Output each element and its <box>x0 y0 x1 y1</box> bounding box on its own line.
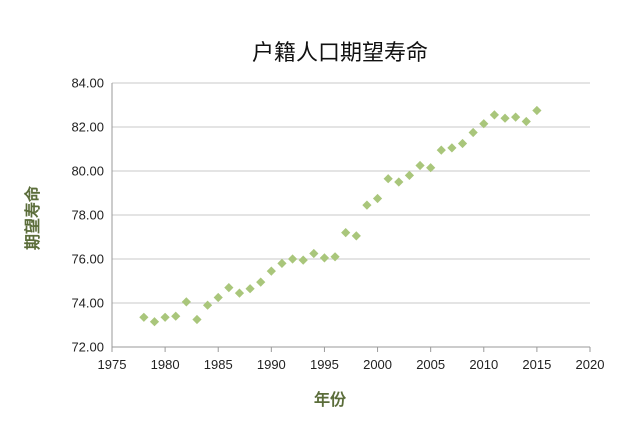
x-tick-label: 1990 <box>257 357 286 372</box>
data-point <box>203 300 213 310</box>
data-point <box>160 312 170 322</box>
gridlines <box>112 82 590 304</box>
data-point <box>171 311 181 321</box>
data-point <box>383 174 393 184</box>
data-point <box>457 138 468 149</box>
tick-labels: 72.00 74.00 76.00 78.00 80.00 82.00 84.00 1975 1… <box>71 76 604 373</box>
data-point <box>415 160 425 171</box>
data-point <box>298 255 308 265</box>
data-point <box>309 248 319 259</box>
data-point <box>287 254 298 264</box>
data-point <box>351 231 361 241</box>
x-tick-label: 1975 <box>98 357 127 372</box>
data-point <box>372 193 383 204</box>
x-tick-label: 2010 <box>469 357 498 372</box>
x-tick-label: 2015 <box>522 357 551 372</box>
data-point <box>362 200 372 210</box>
y-tick-label: 72.00 <box>71 340 104 355</box>
x-tick-label: 2000 <box>363 357 392 372</box>
y-tick-label: 80.00 <box>71 164 104 179</box>
data-point <box>245 284 255 294</box>
data-point <box>319 253 330 263</box>
data-point <box>341 228 351 238</box>
y-axis-label: 期望寿命 <box>23 185 42 250</box>
data-point <box>532 105 542 116</box>
x-tick-label: 2020 <box>576 357 605 372</box>
chart-title: 户籍人口期望寿命 <box>252 41 428 66</box>
data-point <box>266 266 276 276</box>
y-tick-label: 82.00 <box>71 120 104 135</box>
data-point <box>330 252 340 262</box>
data-point <box>521 116 531 127</box>
data-point <box>468 127 478 138</box>
data-point <box>213 292 223 303</box>
data-point <box>489 110 499 120</box>
data-point <box>256 277 266 287</box>
x-axis-label: 年份 <box>314 390 347 409</box>
data-point <box>149 317 160 327</box>
data-point <box>404 170 415 180</box>
y-tick-label: 84.00 <box>71 76 104 91</box>
data-point <box>277 258 287 268</box>
data-point <box>181 297 191 307</box>
x-tick-label: 2005 <box>416 357 445 372</box>
y-tick-label: 74.00 <box>71 296 104 311</box>
y-tick-label: 76.00 <box>71 252 104 267</box>
data-point <box>511 112 521 122</box>
x-tick-label: 1985 <box>204 357 233 372</box>
data-point <box>234 288 245 298</box>
data-point <box>447 143 457 153</box>
data-point <box>436 145 446 155</box>
axes <box>111 83 591 352</box>
x-tick-label: 1980 <box>151 357 180 372</box>
data-point <box>139 312 149 322</box>
data-points <box>139 105 542 327</box>
data-point <box>192 314 202 325</box>
y-tick-label: 78.00 <box>71 208 104 223</box>
data-point <box>394 177 404 187</box>
data-point <box>426 163 436 173</box>
data-point <box>224 283 234 293</box>
data-point <box>479 119 489 129</box>
x-tick-label: 1995 <box>310 357 339 372</box>
data-point <box>500 113 510 123</box>
